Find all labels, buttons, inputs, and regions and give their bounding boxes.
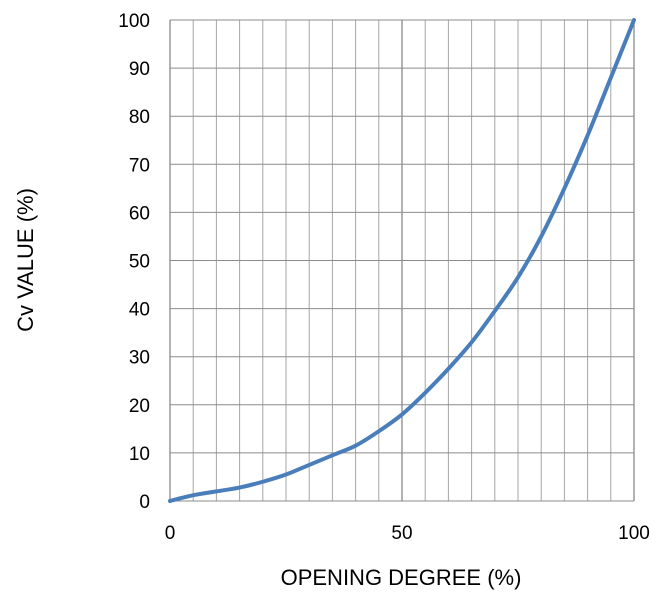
y-tick-label: 20	[129, 396, 150, 417]
y-tick-label: 50	[129, 252, 150, 273]
y-tick-label: 70	[129, 155, 150, 176]
grid	[169, 19, 635, 502]
tick-labels: 0 50 100 0 10 20 30 40 50 60 70 80 90 100	[118, 11, 650, 544]
series-layer	[168, 18, 636, 503]
y-tick-label: 10	[129, 444, 150, 465]
y-tick-label: 80	[129, 107, 150, 128]
x-tick-label: 0	[165, 523, 176, 544]
series-line-0	[168, 18, 636, 503]
x-tick-label: 100	[618, 523, 650, 544]
y-tick-label: 100	[118, 11, 150, 32]
y-tick-label: 90	[129, 59, 150, 80]
y-axis-label: Cv VALUE (%)	[13, 188, 38, 332]
y-tick-label: 60	[129, 203, 150, 224]
x-tick-label: 50	[391, 523, 412, 544]
y-tick-label: 40	[129, 300, 150, 321]
y-tick-label: 30	[129, 348, 150, 369]
x-axis-label: OPENING DEGREE (%)	[281, 565, 522, 590]
y-tick-label: 0	[139, 492, 150, 513]
